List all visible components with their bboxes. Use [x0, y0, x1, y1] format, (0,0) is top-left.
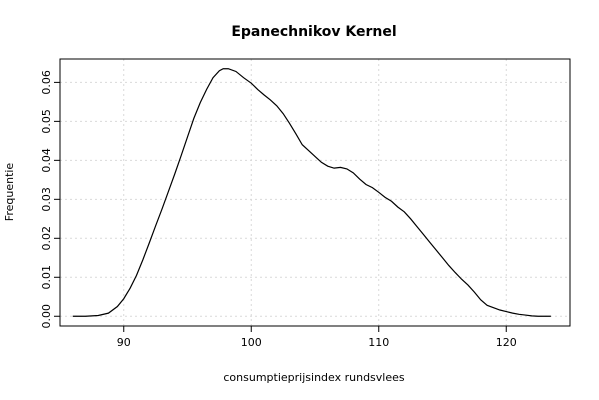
x-tick-label: 90: [117, 336, 131, 349]
y-tick-label: 0.01: [40, 265, 53, 290]
y-tick-label: 0.02: [40, 226, 53, 251]
y-tick-label: 0.00: [40, 304, 53, 329]
y-tick-label: 0.04: [40, 148, 53, 173]
x-tick-label: 120: [496, 336, 517, 349]
y-axis: 0.00 0.01 0.02 0.03 0.04 0.05 0.06: [40, 70, 60, 329]
grid-layer: [60, 59, 570, 326]
density-curve: [72, 68, 551, 317]
x-tick-label: 110: [368, 336, 389, 349]
y-tick-label: 0.03: [40, 187, 53, 212]
y-tick-label: 0.06: [40, 70, 53, 95]
y-tick-label: 0.05: [40, 109, 53, 134]
x-axis: 90 100 110 120: [117, 326, 517, 349]
x-axis-label: consumptieprijsindex rundsvlees: [223, 371, 405, 384]
plot-frame: [59, 58, 571, 327]
chart-title: Epanechnikov Kernel: [231, 24, 396, 40]
x-tick-label: 100: [241, 336, 262, 349]
y-axis-label: Frequentie: [3, 163, 16, 222]
